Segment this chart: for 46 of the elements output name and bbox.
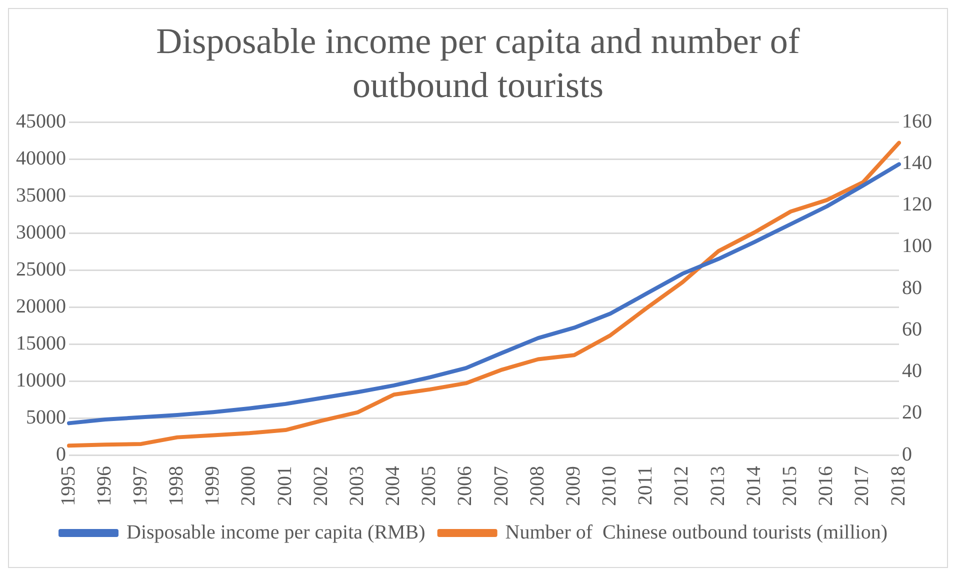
y2-tick-label: 40 <box>902 360 922 382</box>
y-tick-label: 35000 <box>16 184 66 206</box>
y-tick-label: 45000 <box>16 110 66 132</box>
x-tick-label: 2004 <box>382 466 404 506</box>
x-tick-label: 2012 <box>670 466 693 506</box>
x-tick-label: 2016 <box>815 466 838 506</box>
chart-title: Disposable income per capita and number of outbound tourists <box>155 20 801 107</box>
legend-label: Disposable income per capita (RMB) <box>126 521 426 544</box>
y-tick-label: 20000 <box>16 295 66 318</box>
y-tick-label: 10000 <box>16 369 66 392</box>
x-tick-label: 2003 <box>346 466 368 506</box>
y-tick-label: 0 <box>56 443 66 466</box>
x-tick-label: 1996 <box>93 466 116 506</box>
x-tick-label: 2002 <box>310 466 332 506</box>
y-tick-label: 25000 <box>16 258 66 280</box>
y-tick-label: 30000 <box>16 221 66 244</box>
y2-tick-label: 160 <box>902 110 932 132</box>
x-tick-label: 2001 <box>274 466 296 506</box>
x-tick-label: 2008 <box>526 466 548 506</box>
y2-tick-label: 20 <box>902 402 922 424</box>
x-tick-label: 2009 <box>562 466 584 506</box>
x-tick-label: 2005 <box>418 466 440 506</box>
y2-tick-label: 100 <box>902 235 932 258</box>
x-tick-label: 2000 <box>238 466 260 506</box>
x-tick-label: 2013 <box>706 466 729 506</box>
y-tick-label: 5000 <box>26 406 66 428</box>
x-tick-label: 2006 <box>454 466 476 506</box>
y-tick-label: 40000 <box>16 147 66 170</box>
x-tick-label: 2011 <box>634 466 657 506</box>
x-tick-label: 2010 <box>598 466 621 506</box>
x-tick-label: 1997 <box>129 466 152 506</box>
y2-tick-label: 80 <box>902 276 922 299</box>
y2-tick-label: 140 <box>902 152 932 174</box>
y2-tick-label: 120 <box>902 194 932 216</box>
x-tick-label: 1998 <box>166 466 188 506</box>
x-tick-label: 2017 <box>851 466 874 506</box>
y2-tick-label: 0 <box>902 443 912 466</box>
x-tick-label: 2015 <box>778 466 801 506</box>
y-tick-label: 15000 <box>16 332 66 354</box>
x-tick-label: 2007 <box>490 466 512 506</box>
x-tick-label: 1999 <box>202 466 224 506</box>
x-tick-label: 2018 <box>887 466 910 506</box>
x-tick-label: 1995 <box>57 466 80 506</box>
x-tick-label: 2014 <box>742 466 765 506</box>
legend-label: Number of Chinese outbound tourists (million) <box>505 521 888 544</box>
y2-tick-label: 60 <box>902 318 922 340</box>
